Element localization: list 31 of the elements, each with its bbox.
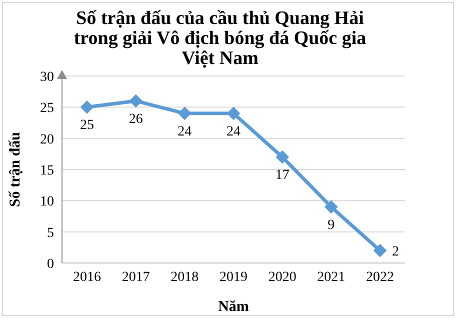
- data-label: 17: [275, 168, 290, 184]
- data-label: 26: [128, 112, 143, 127]
- point: [129, 94, 142, 108]
- data-label: 9: [328, 218, 335, 233]
- x-tick-label: 2022: [366, 270, 394, 285]
- x-tick-label: 2018: [170, 270, 199, 285]
- point: [80, 100, 94, 114]
- y-tick-label: 5: [47, 226, 54, 241]
- data-label: 24: [226, 124, 240, 140]
- x-tick-label: 2020: [268, 270, 296, 285]
- y-tick-label: 25: [40, 101, 54, 116]
- y-tick-label: 15: [40, 163, 54, 178]
- point: [276, 150, 289, 164]
- x-tick-label: 2019: [220, 270, 248, 285]
- point: [324, 200, 338, 214]
- y-tick-label: 30: [40, 70, 54, 85]
- x-tick-label: 2017: [122, 270, 150, 285]
- y-tick-label: 20: [40, 132, 54, 148]
- x-axis-title: Năm: [218, 299, 250, 315]
- point: [227, 106, 240, 120]
- y-tick-label: 0: [47, 256, 54, 272]
- y-tick-label: 10: [40, 194, 54, 210]
- data-label: 24: [178, 124, 192, 140]
- y-axis-title: Số trận đấu: [7, 132, 24, 208]
- data-label: 25: [80, 118, 94, 134]
- chart-title: Số trận đấu của cầu thủ Quang Hải trong giải Vô địch bóng đá Quốc gia Việt Nam: [72, 8, 368, 69]
- x-tick-label: 2021: [317, 270, 346, 285]
- point: [374, 244, 386, 258]
- data-label: 2: [392, 244, 399, 260]
- point: [178, 106, 192, 120]
- x-tick-label: 2016: [73, 270, 101, 285]
